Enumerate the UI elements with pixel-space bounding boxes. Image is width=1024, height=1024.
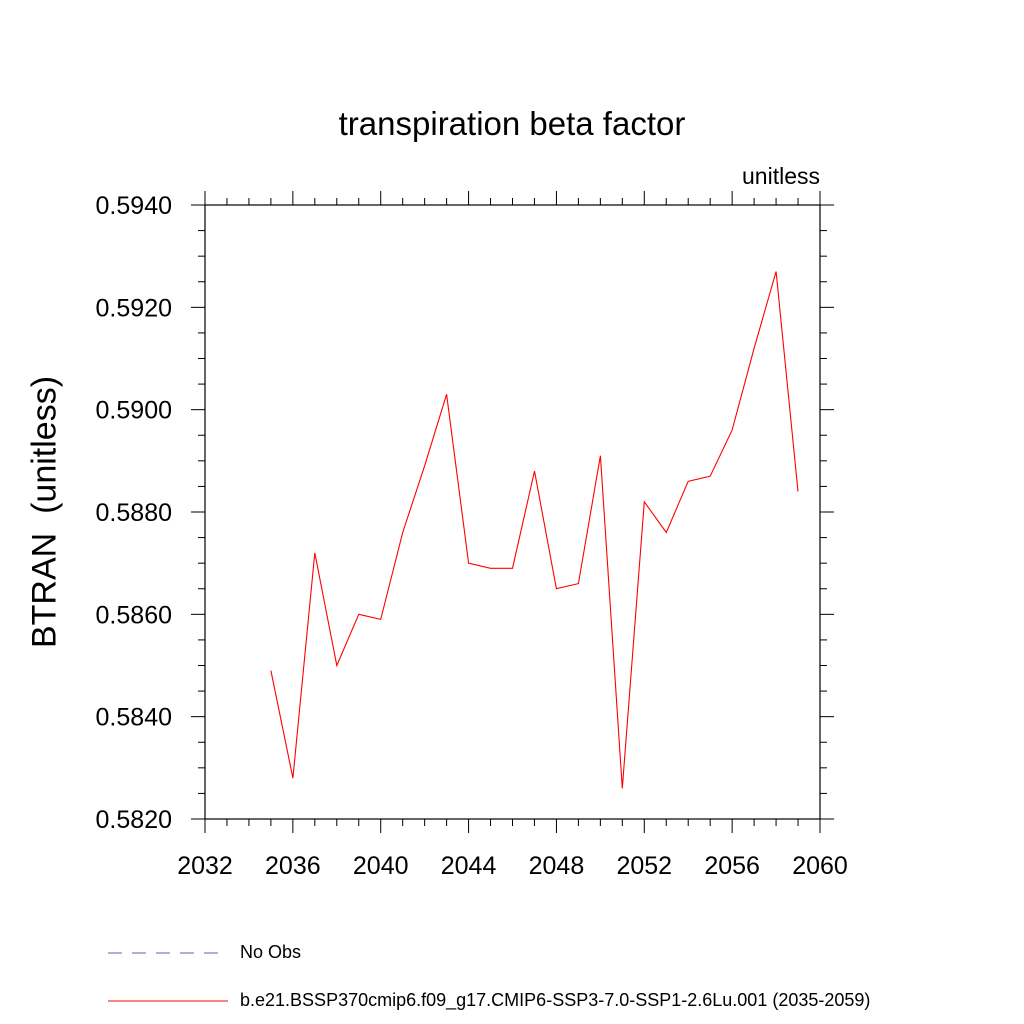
y-tick-label: 0.5940	[96, 192, 172, 220]
y-tick-label: 0.5900	[96, 397, 172, 425]
y-tick-label: 0.5880	[96, 499, 172, 527]
units-label: unitless	[742, 163, 820, 189]
x-tick-label: 2044	[441, 852, 497, 880]
x-tick-label: 2036	[265, 852, 321, 880]
series-layer	[270, 271, 799, 789]
legend-label-no-obs: No Obs	[240, 942, 302, 962]
legend-label-model: b.e21.BSSP370cmip6.f09_g17.CMIP6-SSP3-7.…	[240, 990, 871, 1010]
x-tick-label: 2048	[529, 852, 585, 880]
axis-tick-labels: 2032 2036 2040 2044 2048 2052 2056 2060 0.5820 0.…	[96, 192, 848, 880]
x-tick-label: 2032	[177, 852, 233, 880]
y-tick-label: 0.5860	[96, 601, 172, 629]
x-tick-label: 2040	[353, 852, 409, 880]
y-tick-label: 0.5840	[96, 704, 172, 732]
plot-frame	[204, 204, 821, 820]
y-tick-label: 0.5820	[96, 806, 172, 834]
y-axis-label: BTRAN (unitless)	[25, 375, 64, 649]
axis-ticks	[191, 191, 834, 833]
chart-title: transpiration beta factor	[338, 105, 686, 142]
x-tick-label: 2060	[792, 852, 848, 880]
x-tick-label: 2056	[704, 852, 760, 880]
y-tick-label: 0.5920	[96, 294, 172, 322]
x-tick-label: 2052	[616, 852, 672, 880]
series-line	[270, 271, 799, 789]
